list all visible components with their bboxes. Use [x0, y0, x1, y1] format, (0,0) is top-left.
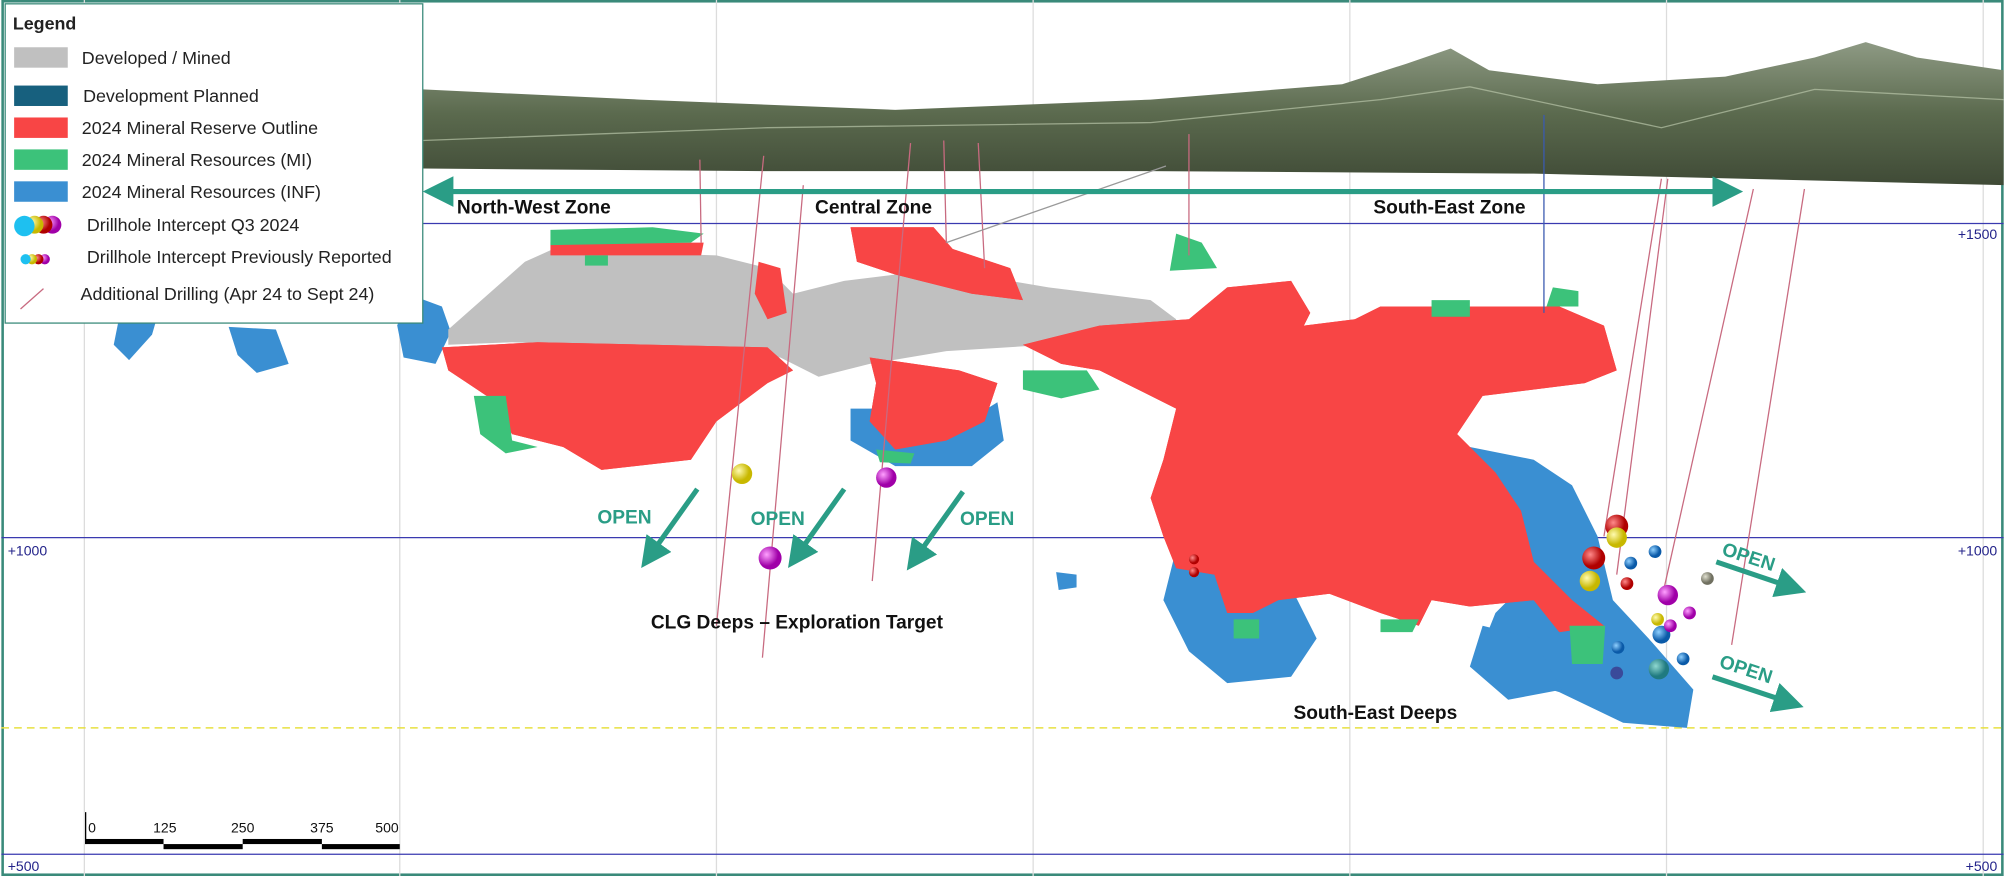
elevation-label: +500 [1966, 858, 1998, 874]
scale-label: 375 [310, 820, 334, 836]
reserve-outline [441, 227, 1617, 633]
resources-mi [473, 227, 1606, 665]
legend-label: 2024 Mineral Resources (INF) [82, 182, 321, 202]
open-label: OPEN [597, 508, 651, 529]
legend-label: Drillhole Intercept Previously Reported [87, 247, 392, 267]
scale-label: 0 [88, 820, 96, 836]
elevation-label: +1000 [8, 542, 48, 558]
open-label: OPEN [751, 509, 805, 530]
scale-label: 125 [153, 820, 177, 836]
clg-deeps-label: CLG Deeps – Exploration Target [651, 612, 944, 633]
intercepts [731, 463, 1714, 680]
elevation-lines [1, 222, 2004, 855]
terrain [422, 42, 2004, 186]
terrain-ridge [422, 86, 2004, 142]
zone-label: North-West Zone [457, 197, 611, 218]
legend: Legend Developed / Mined Development Pla… [4, 3, 424, 324]
legend-label: Additional Drilling (Apr 24 to Sept 24) [81, 284, 375, 304]
open-label: OPEN [960, 509, 1014, 530]
elevation-label: +500 [8, 858, 40, 874]
scale-bar: 0 125 250 375 500 [84, 812, 400, 850]
elevation-label: +1000 [1958, 542, 1998, 558]
scale-label: 500 [375, 820, 399, 836]
legend-label: Developed / Mined [82, 48, 231, 68]
zone-label: Central Zone [815, 197, 932, 218]
elevation-label: +1500 [1958, 226, 1998, 242]
legend-label: Development Planned [83, 86, 259, 106]
legend-label: 2024 Mineral Reserve Outline [82, 118, 318, 138]
se-deeps-label: South-East Deeps [1293, 703, 1457, 724]
zone-label: South-East Zone [1373, 197, 1525, 218]
arrows [422, 176, 1807, 713]
legend-title: Legend [13, 13, 77, 33]
legend-label: Drillhole Intercept Q3 2024 [87, 215, 300, 235]
legend-label: 2024 Mineral Resources (MI) [82, 150, 312, 170]
scale-label: 250 [231, 820, 255, 836]
